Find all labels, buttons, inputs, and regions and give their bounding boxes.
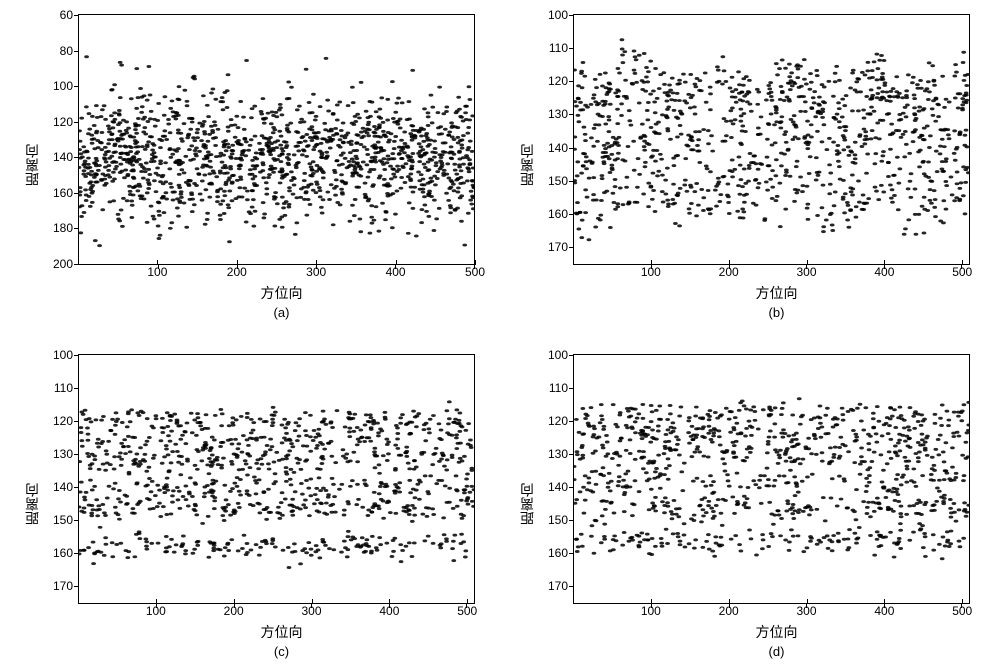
x-tick-label: 200	[227, 265, 247, 279]
panel-d: 距离向 100110120130140150160170 100 200 300 40…	[515, 350, 980, 660]
x-tick-label: 500	[457, 604, 477, 618]
panel-caption: (d)	[573, 644, 980, 659]
x-tick-host: 100 200 300 400 500	[78, 604, 475, 620]
x-tick-label: 100	[641, 604, 661, 618]
x-tick-host: 100 200 300 400 500	[573, 265, 970, 281]
y-axis-label: 距离向	[20, 144, 44, 186]
x-tick-label: 300	[302, 604, 322, 618]
x-tick-label: 300	[797, 604, 817, 618]
x-tick-host: 100200300400500	[78, 265, 475, 281]
plot-wrap: 距离向 100110120130140150160170 100 200 300 40…	[515, 10, 980, 320]
x-tick-label: 500	[952, 604, 972, 618]
plot-column: 6080100120140160180200 100 200 300 400 500 方…	[78, 10, 485, 320]
x-tick-label: 400	[379, 604, 399, 618]
x-tick-label: 200	[719, 604, 739, 618]
plot-column: 100110120130140150160170 100 200 300 400 500…	[573, 350, 980, 660]
axes: 100110120130140150160170	[573, 14, 970, 265]
plot-wrap: 距离向 100110120130140150160170 100 200 300 40…	[515, 350, 980, 660]
plot-wrap: 距离向 100110120130140150160170 100 200 300 40…	[20, 350, 485, 660]
plot-column: 100110120130140150160170 100 200 300 400 500…	[78, 350, 485, 660]
x-tick-label: 400	[874, 604, 894, 618]
y-tick-host	[539, 350, 573, 660]
x-axis-label: 方位向	[78, 622, 485, 642]
panel-b: 距离向 100110120130140150160170 100 200 300 40…	[515, 10, 980, 320]
x-tick-label: 100	[641, 265, 661, 279]
panel-c: 距离向 100110120130140150160170 100 200 300 40…	[20, 350, 485, 660]
plot-wrap: 距离向 6080100120140160180200 100 200 300 400 5…	[20, 10, 485, 320]
panel-a: 距离向 6080100120140160180200 100 200 300 400 5…	[20, 10, 485, 320]
y-axis-label: 距离向	[20, 483, 44, 525]
y-axis-label: 距离向	[515, 144, 539, 186]
x-tick-label: 100	[146, 604, 166, 618]
x-tick-label: 400	[874, 265, 894, 279]
x-tick-label: 200	[224, 604, 244, 618]
subplot-grid: 距离向 6080100120140160180200 100 200 300 400 5…	[20, 10, 980, 659]
y-tick-host	[539, 10, 573, 320]
figure-page: 距离向 6080100120140160180200 100 200 300 400 5…	[0, 0, 1000, 669]
x-axis-label: 方位向	[573, 283, 980, 303]
x-tick-label: 500	[952, 265, 972, 279]
axes: 100110120130140150160170	[78, 354, 475, 605]
x-tick-label: 200	[719, 265, 739, 279]
panel-caption: (c)	[78, 644, 485, 659]
axes: 100110120130140150160170	[573, 354, 970, 605]
axes: 6080100120140160180200	[78, 14, 475, 265]
x-tick-label: 300	[306, 265, 326, 279]
x-tick-label: 500	[465, 265, 485, 279]
panel-caption: (b)	[573, 305, 980, 320]
y-axis-label: 距离向	[515, 483, 539, 525]
x-axis-label: 方位向	[78, 283, 485, 303]
plot-column: 100110120130140150160170 100 200 300 400 500…	[573, 10, 980, 320]
x-tick-label: 300	[797, 265, 817, 279]
y-tick-host	[44, 350, 78, 660]
x-axis-label: 方位向	[573, 622, 980, 642]
x-tick-label: 100	[147, 265, 167, 279]
x-tick-host: 100 200 300 400 500	[573, 604, 970, 620]
panel-caption: (a)	[78, 305, 485, 320]
x-tick-label: 400	[386, 265, 406, 279]
